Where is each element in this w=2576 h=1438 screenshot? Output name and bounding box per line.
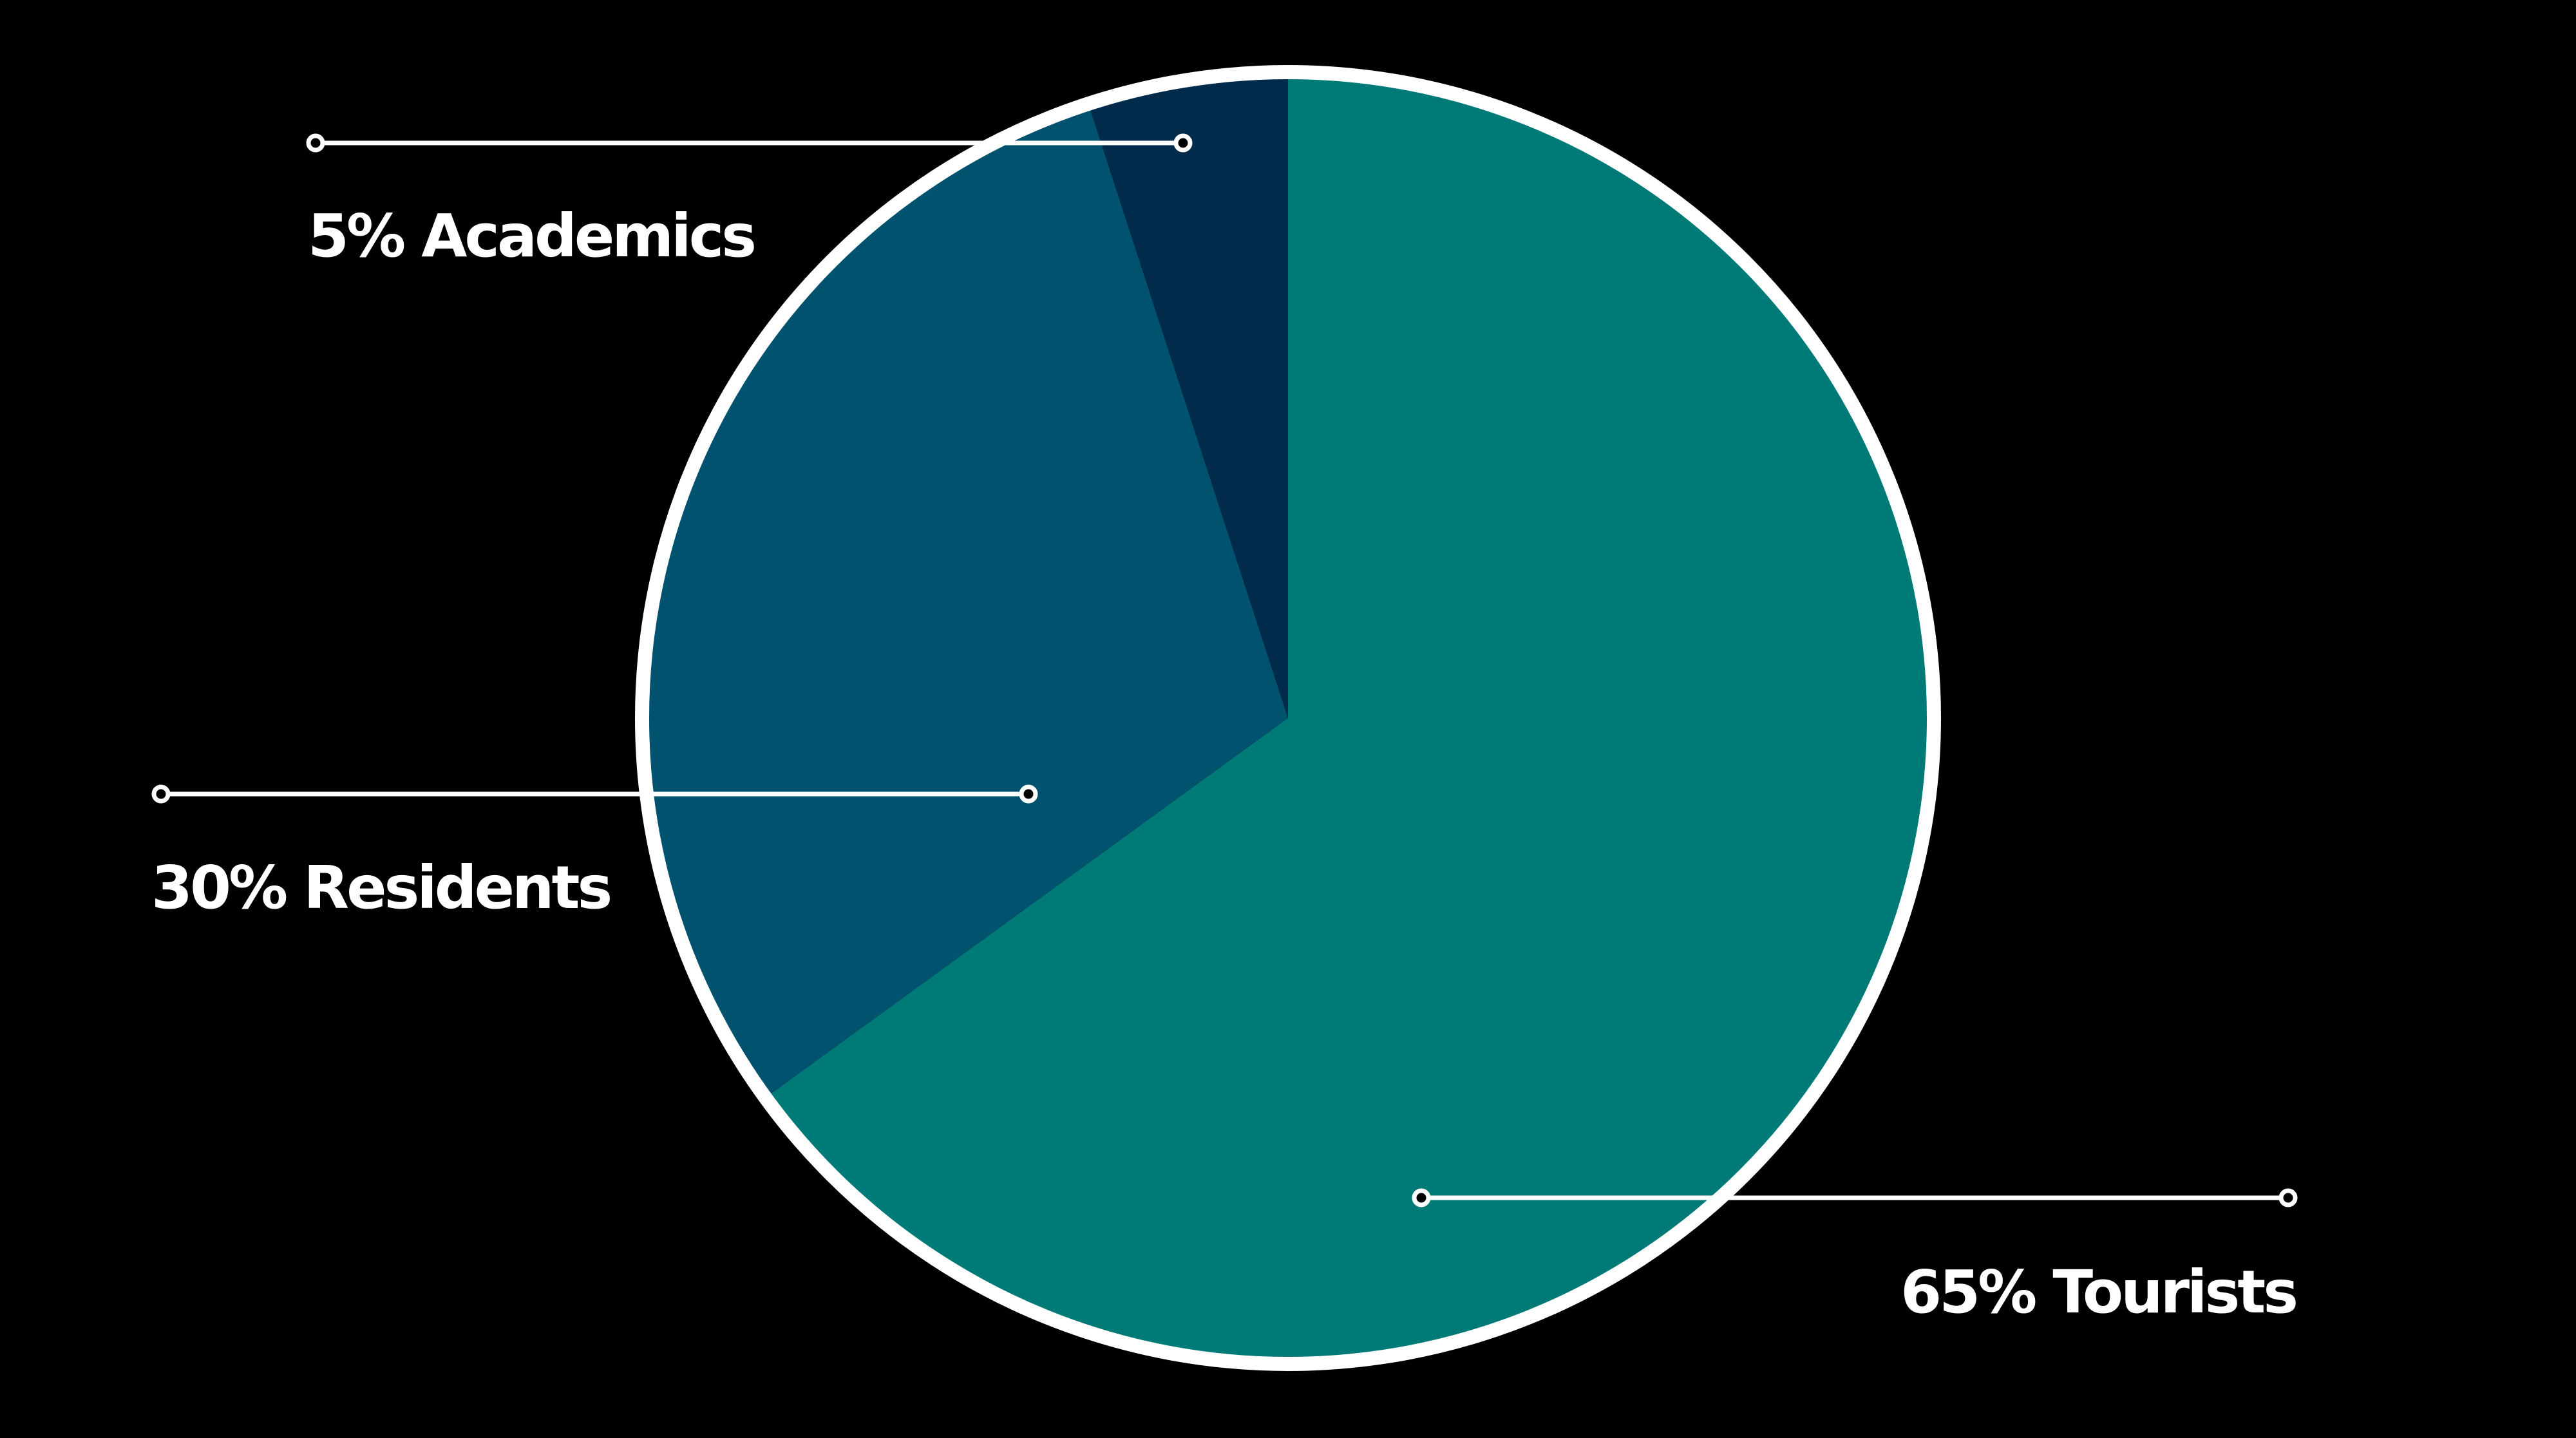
callout-end-dot <box>2278 1188 2298 1207</box>
callout-start-dot <box>151 784 171 804</box>
slice-label-1: 65% Tourists <box>1900 1258 2296 1327</box>
callout-3: 5% Academics <box>306 133 1193 270</box>
slice-label-2: 30% Residents <box>151 853 610 922</box>
callout-end-dot <box>1173 133 1193 153</box>
pie-slice-2 <box>641 104 1288 1098</box>
pie-slices <box>641 72 1935 1364</box>
slice-label-3: 5% Academics <box>308 202 754 270</box>
pie-slice-1 <box>765 72 1935 1364</box>
callout-end-dot <box>1019 784 1038 804</box>
callout-start-dot <box>1412 1188 1431 1207</box>
pie-outline <box>635 65 1941 1371</box>
slice-callouts: 65% Tourists 30% Residents 5% Academics <box>151 133 2298 1327</box>
callout-start-dot <box>306 133 325 153</box>
callout-1: 65% Tourists <box>1412 1188 2298 1327</box>
callout-2: 30% Residents <box>151 784 1038 922</box>
pie-slice-3 <box>1088 72 1288 718</box>
